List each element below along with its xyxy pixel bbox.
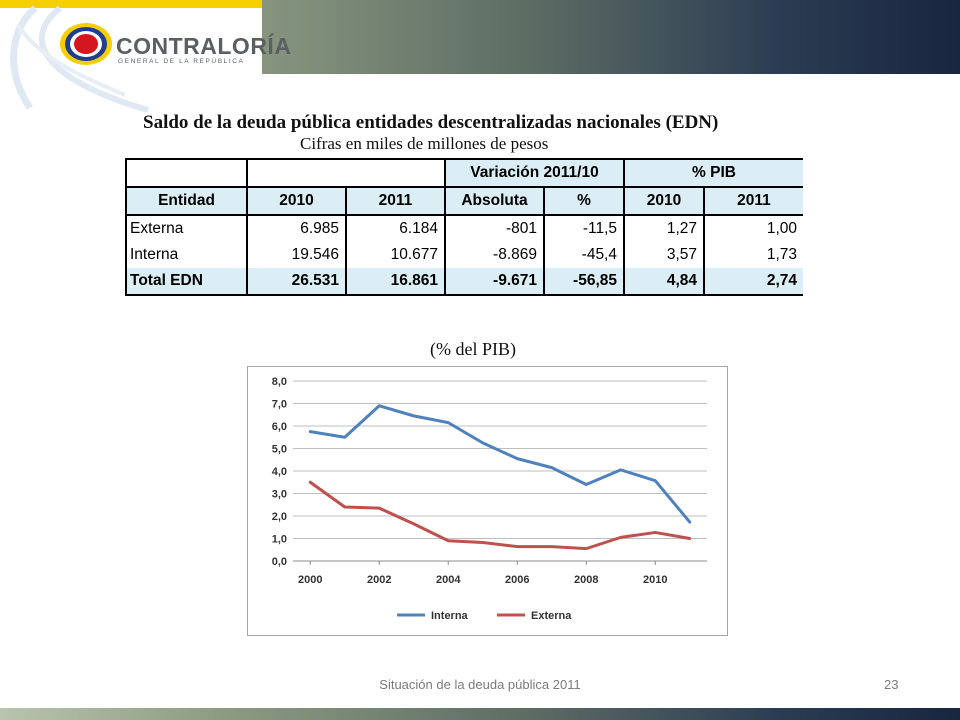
data-point (309, 481, 312, 484)
data-point (585, 483, 588, 486)
data-point (378, 507, 381, 509)
table-cell: 1,27 (623, 215, 704, 242)
y-tick-label: 4,0 (272, 466, 287, 478)
table-cell: -801 (444, 215, 544, 242)
table-cell: 1,00 (703, 215, 803, 242)
data-point (343, 436, 346, 439)
table-total-row: Total EDN 26.531 16.861 -9.671 -56,85 4,… (125, 268, 803, 296)
debt-table: Variación 2011/10 % PIB Entidad 2010 201… (125, 158, 803, 296)
table-column-header: 2010 (246, 186, 347, 216)
data-point (343, 506, 346, 508)
data-point (516, 545, 519, 548)
footer-band (0, 708, 960, 720)
table-column-header: % (543, 186, 625, 216)
legend-label: Externa (531, 610, 572, 622)
y-tick-label: 3,0 (272, 489, 287, 501)
table-cell: 2,74 (703, 268, 803, 296)
table-cell: -8.869 (444, 242, 544, 268)
table-row: Interna 19.546 10.677 -8.869 -45,4 3,57 … (125, 242, 803, 268)
table-subtitle: Cifras en miles de millones de pesos (300, 134, 549, 153)
data-point (688, 537, 691, 540)
table-column-header: 2010 (623, 186, 705, 216)
line-chart: 0,0 1,0 2,0 3,0 4,0 5,0 6,0 7,0 8,0 2000 2002 2004 2… (247, 366, 728, 636)
table-cell: Total EDN (125, 268, 247, 296)
data-point (309, 430, 312, 433)
data-point (619, 536, 622, 539)
data-point (550, 466, 553, 469)
table-cell: Interna (125, 242, 247, 268)
series-line-interna (308, 404, 692, 524)
data-point (654, 479, 657, 482)
table-group-header: Variación 2011/10 (444, 158, 625, 188)
table-group-header-row: Variación 2011/10 % PIB (125, 158, 803, 188)
data-point (447, 421, 450, 424)
footer-text: Situación de la deuda pública 2011 (379, 677, 581, 692)
table-cell: 6.184 (345, 215, 445, 242)
table-column-header: 2011 (345, 186, 446, 216)
table-column-header: 2011 (703, 186, 803, 216)
table-cell: 4,84 (623, 268, 704, 296)
table-group-header: % PIB (623, 158, 803, 188)
data-point (378, 404, 381, 407)
x-tick-label: 2006 (505, 574, 529, 586)
logo-yellow-strip (0, 0, 262, 8)
data-point (481, 442, 484, 444)
logo: CONTRALORÍA GENERAL DE LA REPÚBLICA (0, 0, 291, 112)
y-tick-label: 7,0 (272, 399, 287, 411)
table-header-row: Entidad 2010 2011 Absoluta % 2010 2011 (125, 186, 803, 216)
table-cell: 3,57 (623, 242, 704, 268)
data-point (516, 457, 519, 460)
y-tick-label: 0,0 (272, 556, 287, 568)
data-point (412, 415, 415, 417)
legend-label: Interna (431, 610, 469, 622)
table-cell: -11,5 (543, 215, 624, 242)
y-tick-label: 6,0 (272, 421, 287, 433)
table-cell: Externa (125, 215, 247, 242)
table-cell: 19.546 (246, 242, 346, 268)
page-number: 23 (884, 677, 899, 692)
table-cell: -9.671 (444, 268, 544, 296)
table-column-header: Absoluta (444, 186, 545, 216)
table-column-header: Entidad (125, 186, 248, 216)
table-cell: 10.677 (345, 242, 445, 268)
data-point (412, 523, 415, 525)
x-tick-label: 2004 (436, 574, 461, 586)
table-cell: 1,73 (703, 242, 803, 268)
logo-subtitle: GENERAL DE LA REPÚBLICA (118, 58, 245, 65)
x-tick-label: 2010 (643, 574, 667, 586)
table-row: Externa 6.985 6.184 -801 -11,5 1,27 1,00 (125, 215, 803, 242)
data-point (550, 545, 553, 548)
y-tick-label: 8,0 (272, 376, 287, 388)
y-tick-label: 2,0 (272, 511, 287, 523)
data-point (447, 539, 450, 542)
data-point (619, 469, 622, 471)
x-tick-label: 2000 (298, 574, 322, 586)
data-point (585, 547, 588, 550)
data-point (688, 521, 691, 523)
table-cell: 6.985 (246, 215, 346, 242)
ribbon-decoration-icon (10, 5, 149, 112)
series-line-externa (308, 480, 692, 551)
table-header-blank (125, 158, 248, 188)
contraloria-emblem-icon (60, 23, 112, 65)
table-header-blank (246, 158, 446, 188)
table-cell: -56,85 (543, 268, 624, 296)
table-title: Saldo de la deuda pública entidades desc… (143, 112, 719, 133)
y-tick-label: 5,0 (272, 444, 287, 456)
x-tick-label: 2008 (574, 574, 598, 586)
x-tick-label: 2002 (367, 574, 391, 586)
table-cell: 26.531 (246, 268, 346, 296)
table-cell: 16.861 (345, 268, 445, 296)
logo-wordmark: CONTRALORÍA (116, 33, 292, 59)
y-tick-label: 1,0 (272, 534, 287, 546)
table-cell: -45,4 (543, 242, 624, 268)
data-point (654, 531, 657, 534)
data-point (481, 541, 484, 544)
chart-frame (247, 366, 728, 636)
chart-title: (% del PIB) (430, 339, 516, 359)
